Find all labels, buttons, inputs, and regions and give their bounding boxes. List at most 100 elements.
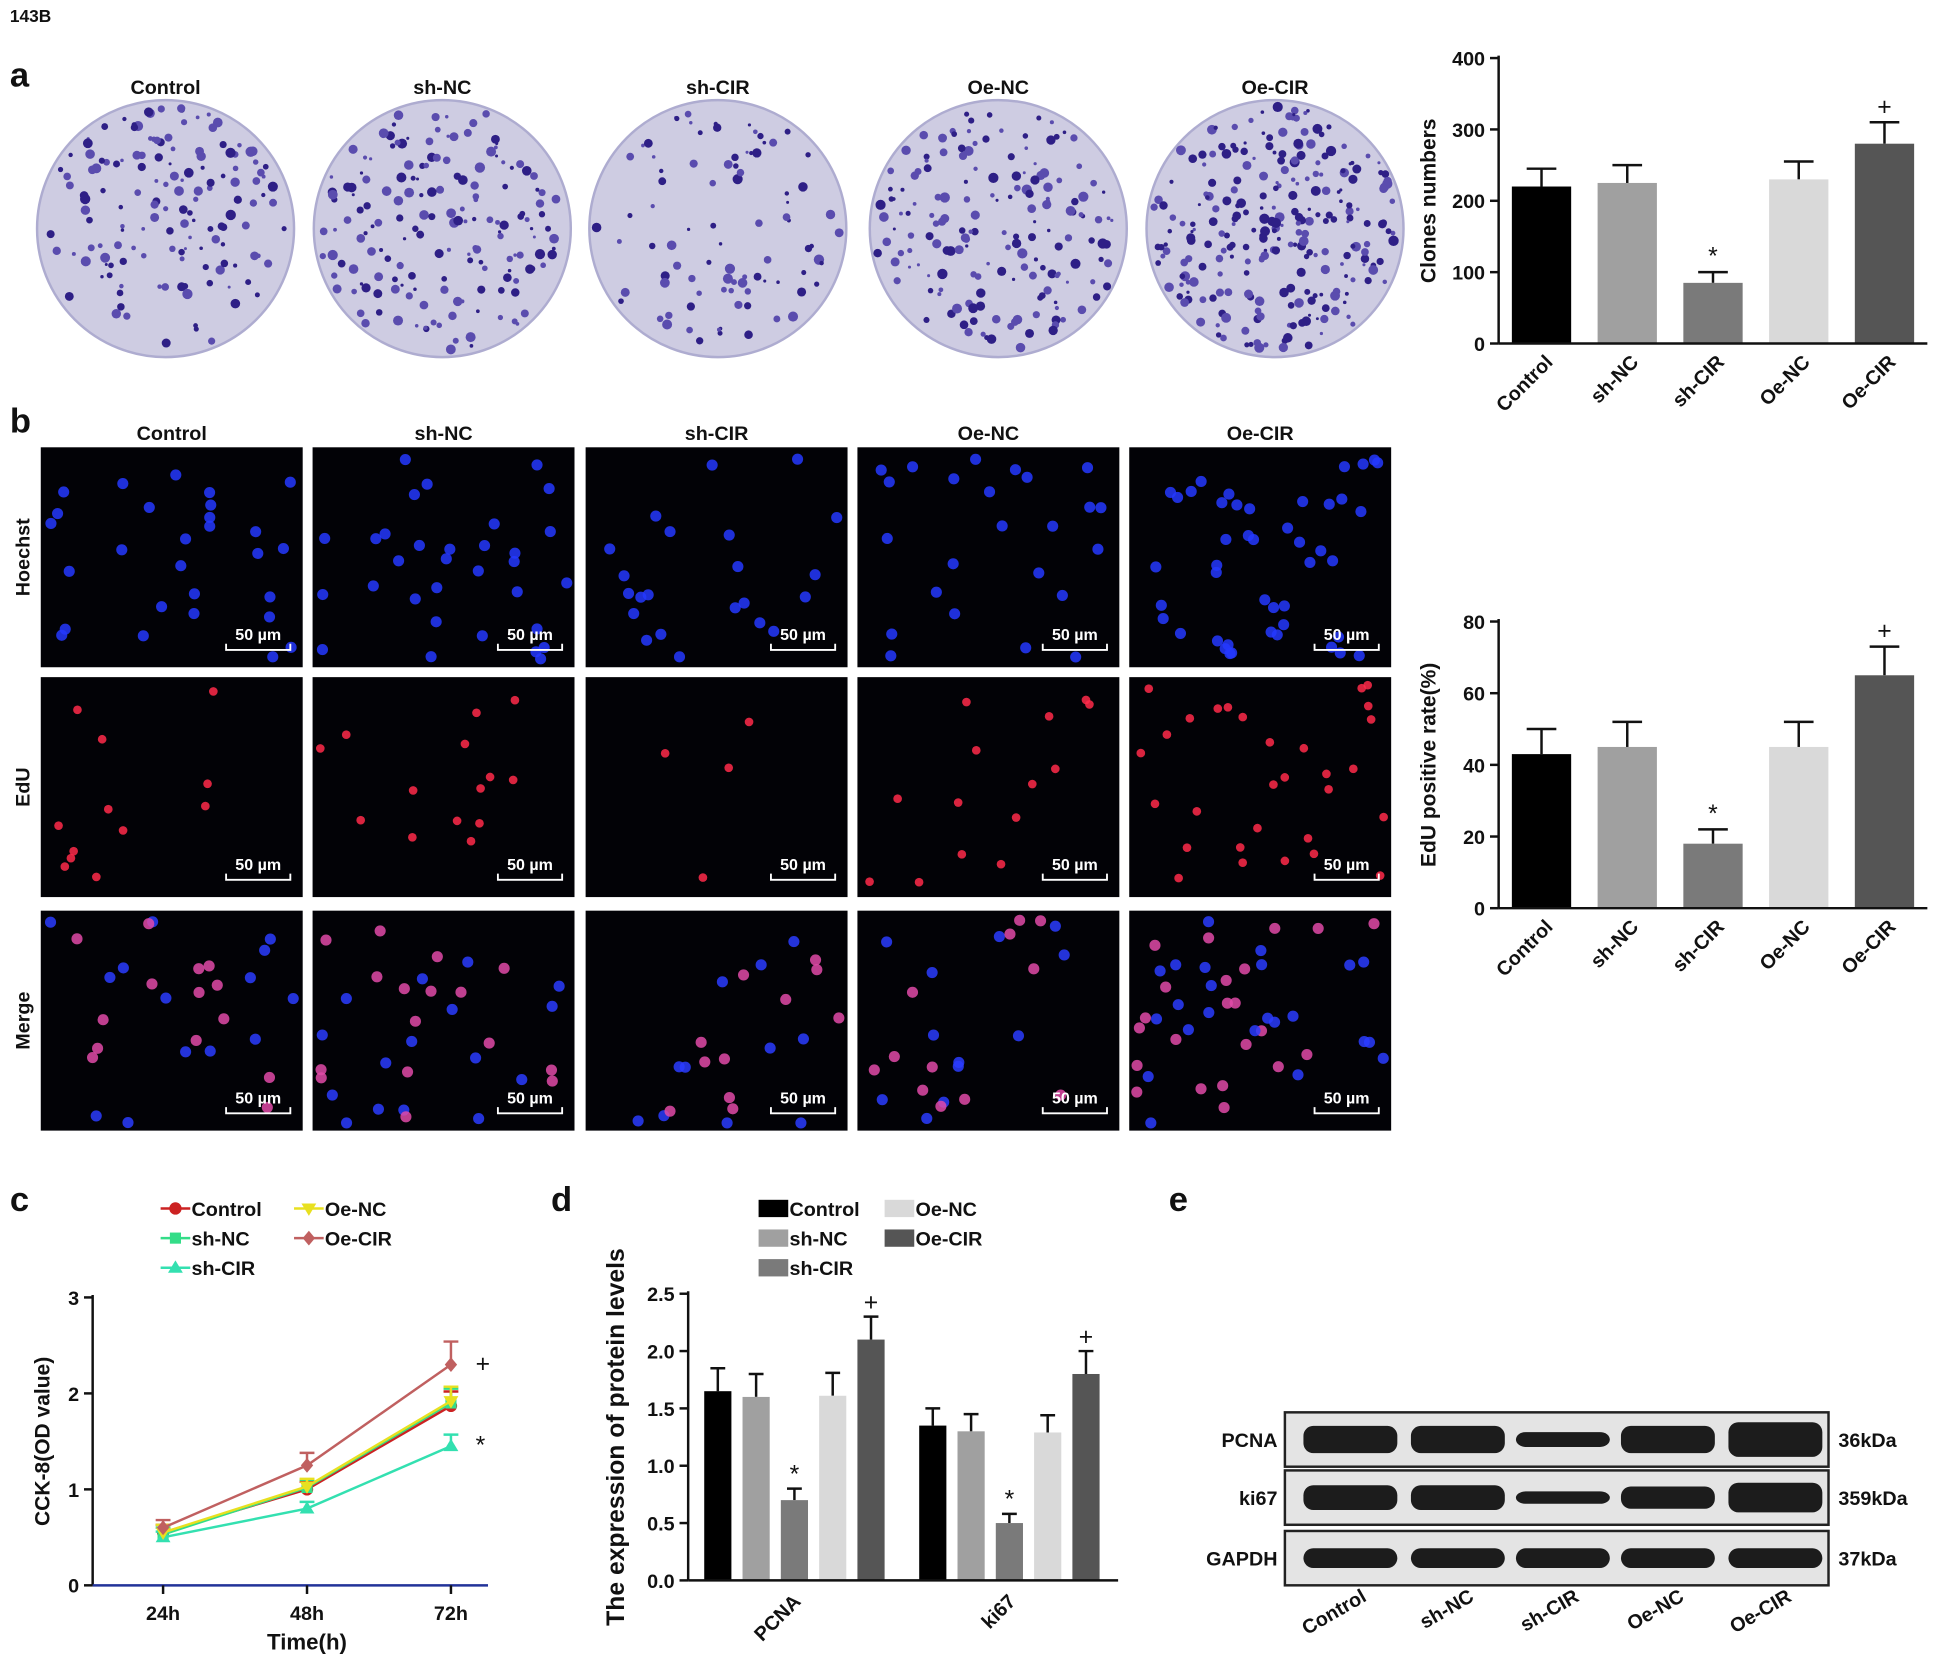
colony: [68, 152, 73, 158]
colony: [513, 277, 520, 284]
colony: [1064, 234, 1073, 242]
y-tick-label: 0: [1474, 334, 1485, 356]
nucleus: [440, 553, 452, 565]
colony: [1346, 220, 1350, 224]
colony: [474, 162, 486, 173]
colony: [1388, 235, 1399, 247]
nucleus: [930, 586, 942, 598]
colony: [801, 270, 807, 276]
nucleus: [1139, 1012, 1152, 1024]
colony: [798, 182, 808, 192]
nucleus: [52, 507, 64, 520]
nucleus: [865, 877, 874, 886]
colony: [626, 152, 635, 161]
nucleus: [1221, 997, 1233, 1009]
colony: [1030, 175, 1040, 185]
colony: [717, 330, 723, 336]
colony: [220, 242, 226, 247]
nucleus: [641, 634, 653, 646]
colony: [419, 193, 424, 198]
colony: [1348, 162, 1352, 166]
colony: [1056, 177, 1063, 184]
colony: [463, 128, 472, 137]
y-tick-label: 400: [1452, 48, 1485, 70]
nucleus: [797, 1033, 809, 1045]
colony: [406, 136, 410, 140]
colony: [828, 210, 833, 216]
colony: [1295, 181, 1300, 186]
colony: [1290, 115, 1296, 121]
colony: [1276, 236, 1281, 241]
band: [1515, 1548, 1610, 1569]
colony: [1213, 125, 1218, 130]
nucleus: [476, 630, 488, 642]
colony: [1266, 134, 1274, 142]
colony: [177, 104, 186, 113]
nucleus: [1239, 963, 1251, 975]
colony: [434, 126, 441, 133]
colony: [1070, 258, 1081, 269]
scale-bar-label: 50 µm: [1324, 856, 1370, 874]
colony: [267, 181, 278, 192]
y-tick-label: 0.0: [647, 1571, 674, 1593]
nucleus: [831, 512, 843, 524]
colony: [1350, 243, 1356, 249]
colony: [359, 282, 364, 286]
nucleus: [1278, 600, 1290, 612]
nucleus: [623, 587, 635, 599]
nucleus: [170, 469, 182, 481]
colony: [1065, 205, 1076, 216]
nucleus: [1185, 713, 1195, 723]
colony: [1025, 328, 1035, 338]
colony: [964, 111, 970, 117]
nucleus: [1242, 530, 1254, 542]
nucleus: [425, 651, 437, 663]
band: [1620, 1486, 1715, 1509]
colony: [452, 337, 459, 344]
colony: [1076, 163, 1083, 170]
legend-label: Oe-CIR: [325, 1229, 392, 1251]
nucleus: [706, 459, 718, 471]
nucleus: [1265, 737, 1275, 747]
colony: [684, 110, 692, 118]
colony: [1296, 150, 1306, 160]
colony: [486, 216, 494, 224]
colony: [516, 160, 525, 169]
colony: [1325, 211, 1333, 219]
nucleus: [1131, 1086, 1143, 1098]
colony: [1235, 203, 1241, 209]
colony: [100, 275, 104, 279]
colony: [1378, 169, 1384, 176]
colony: [467, 252, 471, 256]
colony: [511, 288, 520, 297]
legend-label: sh-NC: [191, 1229, 249, 1251]
band: [1620, 1425, 1715, 1454]
bar: [704, 1391, 732, 1581]
nucleus: [250, 526, 262, 538]
colony: [1071, 197, 1079, 206]
colony: [1322, 218, 1329, 225]
colony: [440, 285, 449, 294]
colony: [888, 196, 895, 202]
colony: [100, 252, 111, 263]
nucleus: [744, 717, 754, 727]
nucleus: [1280, 856, 1290, 866]
colony: [1230, 186, 1238, 194]
colony: [1244, 289, 1253, 299]
colony: [1169, 179, 1174, 184]
scale-bar: [1041, 873, 1108, 881]
nucleus: [957, 849, 967, 859]
nucleus: [1203, 932, 1215, 944]
colony: [1159, 201, 1168, 210]
colony: [744, 330, 753, 340]
colony: [1330, 290, 1340, 301]
y-tick-label: 1: [68, 1480, 79, 1502]
nucleus: [1256, 959, 1268, 971]
colony: [1331, 306, 1340, 316]
colony: [104, 262, 108, 266]
colony: [1363, 240, 1371, 248]
bar: [1034, 1432, 1062, 1581]
colony: [199, 246, 203, 251]
marker: [444, 1357, 458, 1373]
error-bar: [825, 1371, 841, 1396]
